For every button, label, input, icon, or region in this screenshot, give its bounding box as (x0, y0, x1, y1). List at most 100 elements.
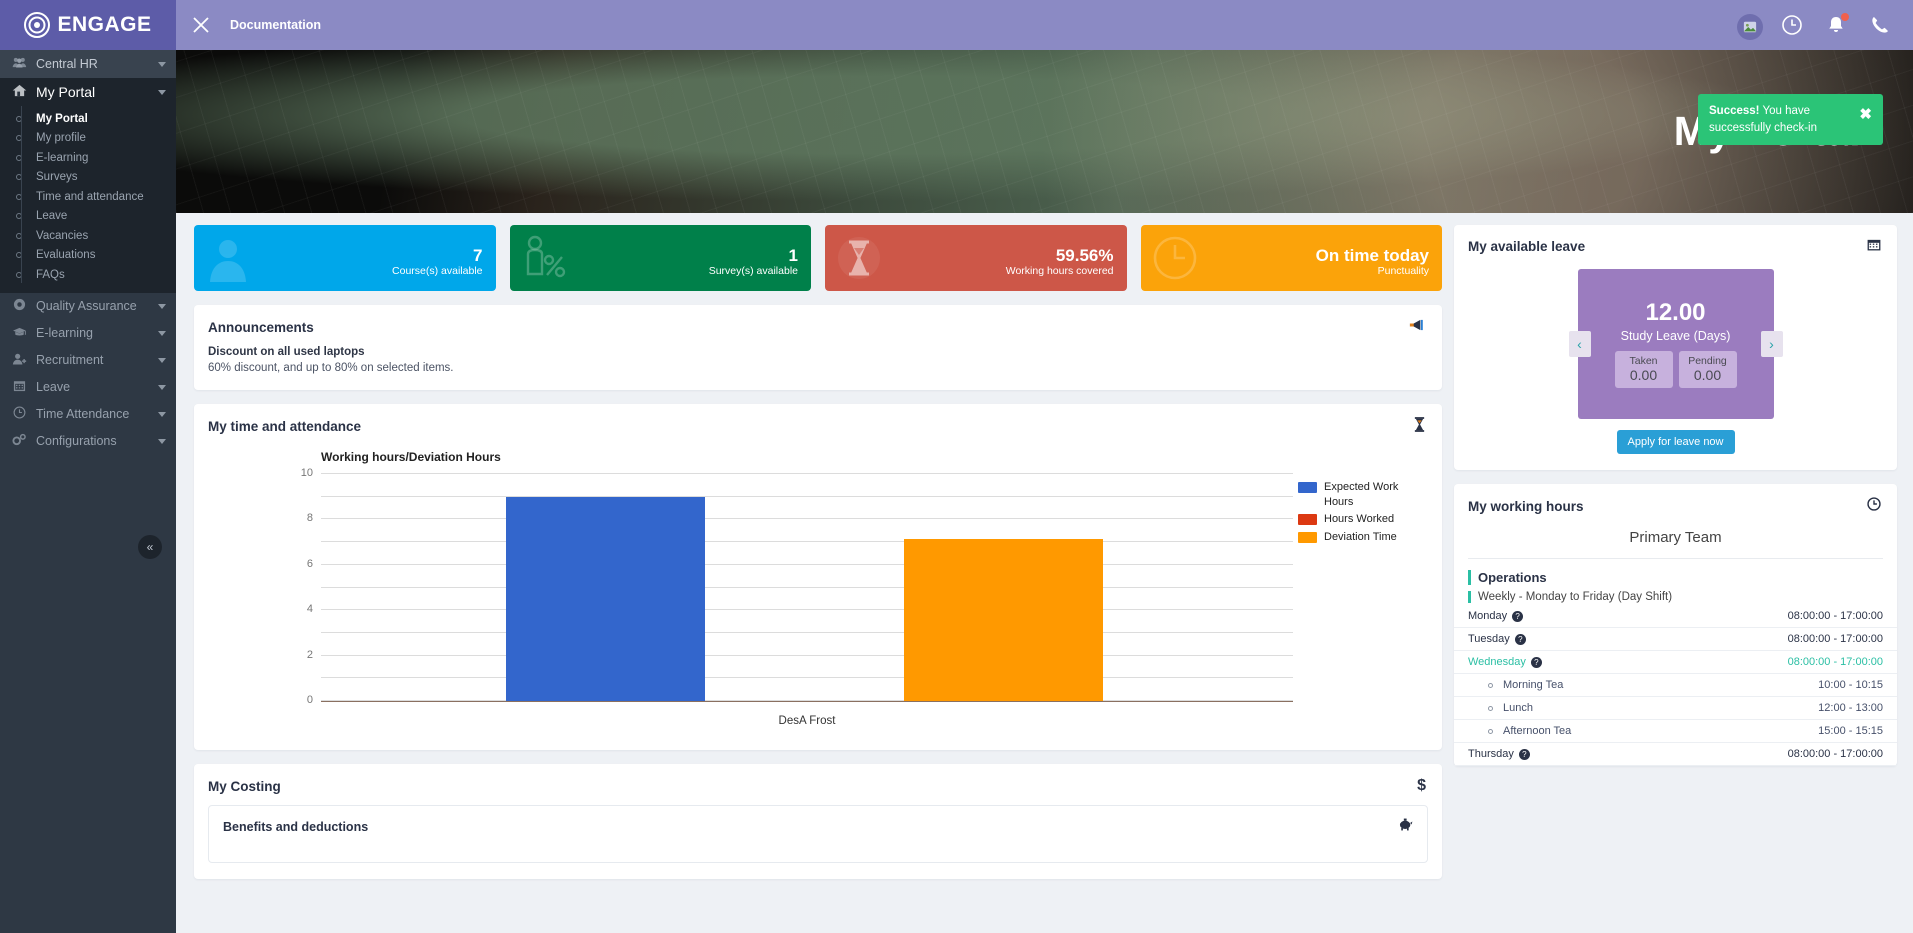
sidebar-item-leave[interactable]: Leave (0, 207, 176, 227)
bullet-icon (1488, 705, 1493, 711)
benefits-deductions-card: Benefits and deductions (208, 805, 1428, 863)
sidebar-group-label: My Portal (36, 84, 96, 100)
panel-title: My time and attendance (208, 419, 362, 434)
operations-block: Operations Weekly - Monday to Friday (Da… (1454, 559, 1897, 605)
sidebar-item-my-profile[interactable]: My profile (0, 129, 176, 149)
sidebar-group-e-learning[interactable]: E-learning (0, 320, 176, 347)
documentation-label[interactable]: Documentation (230, 18, 321, 32)
bullet-icon (16, 193, 22, 200)
costing-panel: My Costing $ Benefits and deductions (194, 764, 1442, 879)
panel-title: Announcements (208, 319, 314, 335)
stat-value: On time today (1315, 245, 1429, 265)
announcement-text: 60% discount, and up to 80% on selected … (208, 362, 454, 374)
stat-card-surveys[interactable]: 1 Survey(s) available (509, 225, 811, 291)
bell-icon[interactable] (1825, 13, 1849, 36)
help-icon[interactable]: ? (1512, 610, 1524, 622)
notification-badge (1841, 13, 1849, 21)
sidebar-group-label: Central HR (36, 57, 98, 71)
close-icon[interactable]: ✖ (1859, 106, 1872, 123)
legend-item[interactable]: Hours Worked (1298, 512, 1420, 527)
stat-value: 1 (788, 245, 798, 265)
clock-icon[interactable] (1781, 14, 1803, 36)
sidebar-group-configurations[interactable]: Configurations (0, 428, 176, 455)
break-time: 10:00 - 10:15 (1818, 679, 1883, 691)
sidebar-item-surveys[interactable]: Surveys (0, 168, 176, 188)
bullet-icon (16, 135, 22, 142)
bullet-icon (1488, 728, 1493, 734)
sidebar-group-time-attendance[interactable]: Time Attendance (0, 401, 176, 428)
stat-label: Survey(s) available (708, 265, 798, 278)
sidebar-group-quality-assurance[interactable]: Quality Assurance (0, 293, 176, 320)
sidebar-item-label: Time and attendance (36, 190, 144, 203)
sidebar-item-e-learning[interactable]: E-learning (0, 148, 176, 168)
day-time: 08:00:00 - 17:00:00 (1787, 656, 1883, 668)
sidebar-item-faqs[interactable]: FAQs (0, 265, 176, 285)
piggy-bank-icon[interactable] (1398, 818, 1413, 836)
break-time: 15:00 - 15:15 (1818, 725, 1883, 737)
sidebar-group-my-portal[interactable]: My Portal (0, 78, 176, 106)
home-icon (10, 84, 28, 100)
sidebar-item-time-and-attendance[interactable]: Time and attendance (0, 187, 176, 207)
panel-title: My available leave (1468, 239, 1586, 254)
working-hours-break-afternoon-tea: Afternoon Tea 15:00 - 15:15 (1454, 720, 1897, 743)
sidebar-collapse-button[interactable]: « (138, 535, 162, 559)
panel-header: My available leave (1454, 225, 1897, 265)
stat-label: Course(s) available (392, 265, 483, 278)
close-icon[interactable] (190, 14, 212, 36)
sidebar-group-label: Configurations (36, 434, 117, 448)
legend-label: Deviation Time (1324, 530, 1397, 543)
chevron-down-icon (158, 330, 166, 336)
stat-card-working-hours[interactable]: 59.56% Working hours covered (825, 225, 1127, 291)
sidebar-item-vacancies[interactable]: Vacancies (0, 226, 176, 246)
gear-badge-icon (10, 298, 28, 314)
day-time: 08:00:00 - 17:00:00 (1787, 610, 1883, 622)
hourglass-icon[interactable] (1413, 417, 1426, 436)
legend-item[interactable]: Expected Work Hours (1298, 480, 1420, 509)
brand-logo-area[interactable]: ENGAGE (0, 0, 176, 50)
leave-balance-card: ‹ › 12.00 Study Leave (Days) Taken 0.00 (1568, 269, 1783, 419)
stat-card-punctuality[interactable]: On time today Punctuality (1140, 225, 1442, 291)
help-icon[interactable]: ? (1518, 748, 1530, 760)
sidebar-item-my-portal[interactable]: My Portal (0, 109, 176, 129)
y-tick-label: 8 (306, 512, 313, 525)
y-tick-label: 0 (306, 694, 313, 706)
help-icon[interactable]: ? (1530, 656, 1542, 668)
graduation-cap-icon (10, 326, 28, 340)
break-label: Lunch (1488, 702, 1533, 714)
operations-schedule: Weekly - Monday to Friday (Day Shift) (1468, 591, 1883, 603)
dollar-icon[interactable]: $ (1417, 777, 1426, 794)
megaphone-icon[interactable] (1409, 318, 1426, 336)
sidebar-group-central-hr[interactable]: Central HR (0, 50, 176, 78)
chevron-down-icon (158, 357, 166, 363)
stat-label: Punctuality (1377, 265, 1429, 278)
leave-prev-button[interactable]: ‹ (1568, 331, 1591, 357)
sidebar-item-evaluations[interactable]: Evaluations (0, 246, 176, 266)
panel-title: My working hours (1468, 498, 1584, 514)
sidebar-group-recruitment[interactable]: Recruitment (0, 347, 176, 374)
team-name: Primary Team (1629, 529, 1722, 546)
chart-title: Working hours/Deviation Hours (321, 450, 501, 464)
apply-for-leave-button[interactable]: Apply for leave now (1616, 430, 1735, 454)
profile-avatar-icon[interactable] (1737, 14, 1763, 40)
phone-icon[interactable] (1869, 14, 1891, 36)
chevron-down-icon (158, 384, 166, 390)
help-icon[interactable]: ? (1514, 633, 1526, 645)
calendar-icon[interactable] (1867, 238, 1881, 255)
bullet-icon (16, 174, 22, 181)
leave-pill-group: Taken 0.00 Pending 0.00 (1614, 350, 1737, 388)
sidebar-item-label: Leave (36, 210, 68, 223)
leave-next-button[interactable]: › (1760, 331, 1783, 357)
legend-item[interactable]: Deviation Time (1298, 530, 1420, 545)
stat-card-courses[interactable]: 7 Course(s) available (194, 225, 496, 291)
panel-title: My Costing (208, 778, 281, 794)
clock-icon (1151, 234, 1199, 282)
working-hours-chart: Working hours/Deviation Hours 10 8 6 4 (208, 446, 1428, 746)
sidebar-group-label: E-learning (36, 326, 93, 340)
y-tick-label: 6 (306, 557, 313, 570)
clock-icon[interactable] (1867, 497, 1881, 515)
hourglass-icon (835, 234, 883, 282)
app-shell: Central HR My Portal My Portal My profil… (0, 50, 1913, 933)
sidebar-group-leave[interactable]: Leave (0, 374, 176, 401)
bullet-icon (16, 271, 22, 278)
sidebar-group-label: Quality Assurance (36, 299, 137, 313)
